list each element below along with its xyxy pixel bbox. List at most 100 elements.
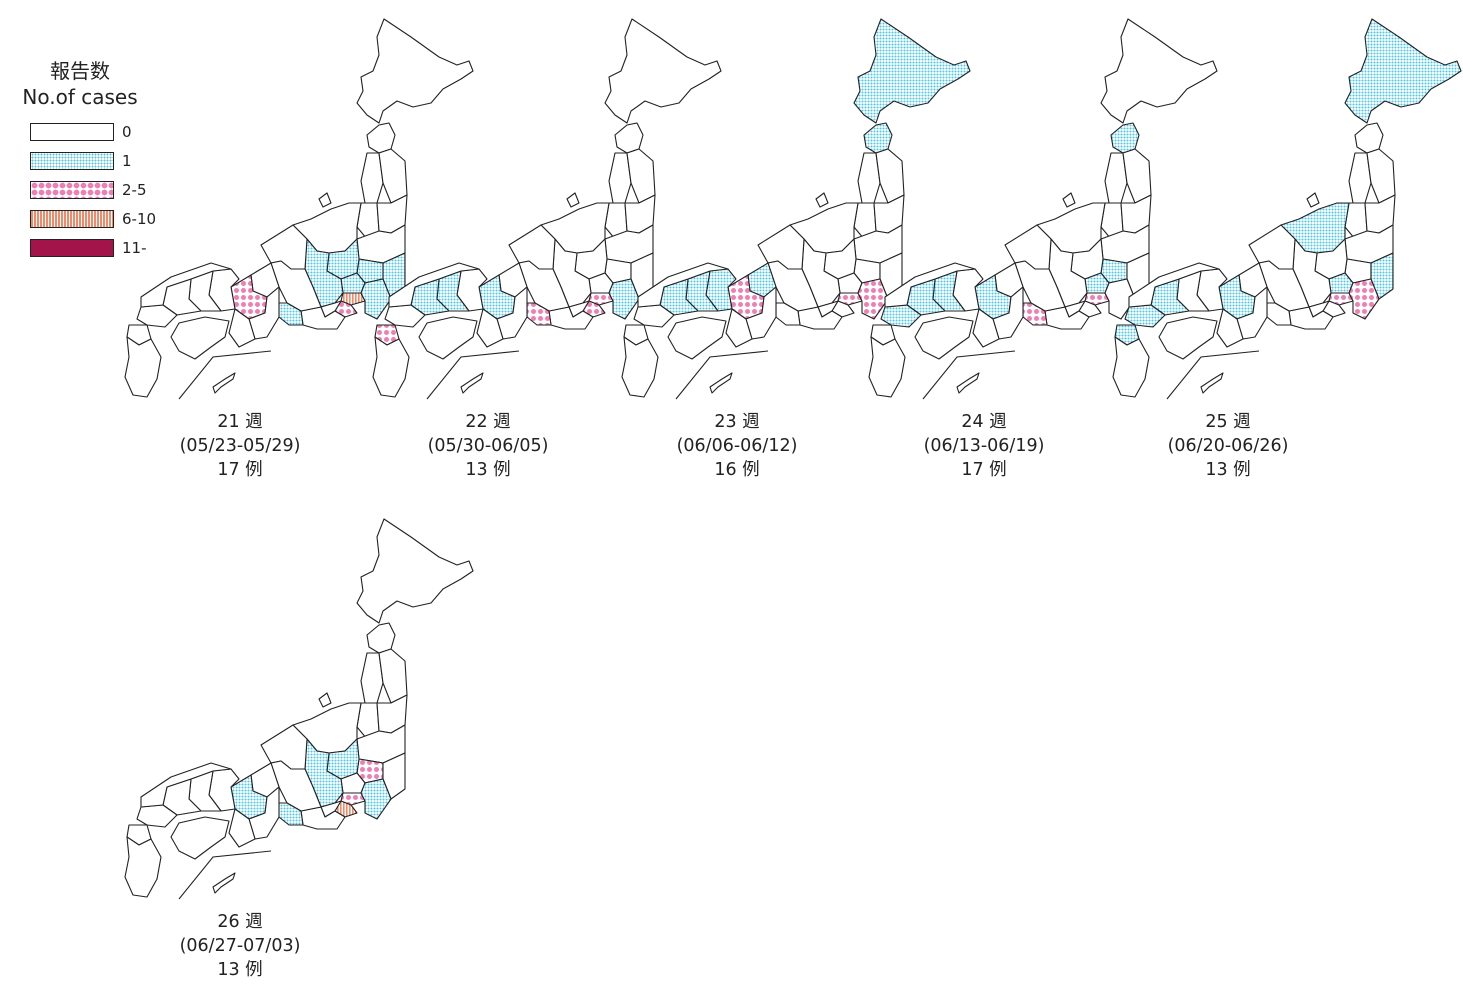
region-iwate xyxy=(378,648,408,704)
region-tokyo_area xyxy=(1084,292,1110,306)
region-okinawa xyxy=(460,372,484,394)
region-shizuoka xyxy=(300,806,346,830)
japan-map-24 xyxy=(868,18,1218,400)
case-count: 13 例 xyxy=(1205,460,1251,480)
week-label: 23 週 xyxy=(714,412,760,432)
legend-swatch-4 xyxy=(30,239,114,257)
region-hokuriku xyxy=(757,224,805,270)
region-okinawa xyxy=(212,372,236,394)
region-iwate xyxy=(1366,148,1396,204)
week-label: 21 週 xyxy=(217,412,263,432)
legend-swatch-1 xyxy=(30,152,114,170)
region-shizuoka xyxy=(548,306,594,330)
region-shikoku xyxy=(667,316,727,360)
case-count: 13 例 xyxy=(217,960,263,980)
region-shizuoka xyxy=(1288,306,1334,330)
map-panel-26: 26 週 (06/27-07/03) 13 例 xyxy=(115,505,474,995)
region-ibaraki xyxy=(1370,252,1394,300)
inset-divider xyxy=(1166,350,1260,400)
inset-divider xyxy=(922,350,1016,400)
map-caption-24: 24 週 (06/13-06/19) 17 例 xyxy=(859,410,1109,482)
map-caption-25: 25 週 (06/20-06/26) 13 例 xyxy=(1103,410,1353,482)
region-tokyo_area xyxy=(1328,292,1354,306)
week-label: 24 週 xyxy=(961,412,1007,432)
inset-divider xyxy=(675,350,769,400)
japan-map-23 xyxy=(621,18,971,400)
region-shizuoka xyxy=(797,306,843,330)
region-hokkaido xyxy=(356,18,474,124)
region-hokkaido xyxy=(1344,18,1462,124)
region-shikoku xyxy=(170,316,230,360)
region-kyushu xyxy=(1112,336,1150,398)
region-chiba xyxy=(360,278,392,320)
region-chiba xyxy=(1104,278,1136,320)
region-ibaraki xyxy=(382,752,406,800)
region-okinawa xyxy=(1200,372,1224,394)
region-wakayama xyxy=(228,308,256,348)
region-sado xyxy=(318,692,332,708)
region-tokyo_area xyxy=(340,792,366,806)
japan-map-22 xyxy=(372,18,722,400)
map-panel-24: 24 週 (06/13-06/19) 17 例 xyxy=(859,5,1218,495)
legend-item-1: 1 xyxy=(30,151,132,171)
map-caption-23: 23 週 (06/06-06/12) 16 例 xyxy=(612,410,862,482)
japan-map-21 xyxy=(124,18,474,400)
map-panel-22: 22 週 (05/30-06/05) 13 例 xyxy=(363,5,722,495)
region-kyushu xyxy=(124,836,162,898)
region-hokuriku xyxy=(508,224,556,270)
region-hokuriku xyxy=(1248,224,1296,270)
map-caption-21: 21 週 (05/23-05/29) 17 例 xyxy=(115,410,365,482)
map-panel-21: 21 週 (05/23-05/29) 17 例 xyxy=(115,5,474,495)
region-gifu xyxy=(518,260,570,312)
region-gifu xyxy=(1258,260,1310,312)
region-kyushu xyxy=(621,336,659,398)
legend-item-3: 6-10 xyxy=(30,209,156,229)
date-range: (06/06-06/12) xyxy=(676,436,798,456)
region-okinawa xyxy=(709,372,733,394)
region-tottori_shimane xyxy=(388,262,480,308)
region-chiba xyxy=(1348,278,1380,320)
legend-item-2: 2-5 xyxy=(30,180,147,200)
region-hokkaido xyxy=(604,18,722,124)
region-okinawa xyxy=(956,372,980,394)
region-hokkaido xyxy=(853,18,971,124)
region-chiba xyxy=(857,278,889,320)
region-gifu xyxy=(270,260,322,312)
region-wakayama xyxy=(1216,308,1244,348)
map-panel-25: 25 週 (06/20-06/26) 13 例 xyxy=(1103,5,1462,495)
region-chiba xyxy=(608,278,640,320)
case-count: 16 例 xyxy=(714,460,760,480)
legend-title-ja: 報告数 xyxy=(50,59,110,83)
region-kyushu xyxy=(868,336,906,398)
inset-divider xyxy=(426,350,520,400)
legend-item-4: 11- xyxy=(30,238,147,258)
case-count: 13 例 xyxy=(465,460,511,480)
region-hokkaido xyxy=(356,518,474,624)
legend-label-0: 0 xyxy=(122,123,132,141)
japan-map-26 xyxy=(124,518,474,900)
japan-map-25 xyxy=(1112,18,1462,400)
region-tokyo_area xyxy=(340,292,366,306)
region-tottori_shimane xyxy=(140,762,232,808)
region-tottori_shimane xyxy=(884,262,976,308)
region-shikoku xyxy=(170,816,230,860)
region-shikoku xyxy=(418,316,478,360)
region-tokyo_area xyxy=(588,292,614,306)
region-hokuriku xyxy=(260,724,308,770)
region-sado xyxy=(815,192,829,208)
region-shikoku xyxy=(1158,316,1218,360)
legend: 報告数 No.of cases 0 1 2-5 6-10 11- xyxy=(0,58,170,257)
week-label: 25 週 xyxy=(1205,412,1251,432)
case-count: 17 例 xyxy=(217,460,263,480)
legend-title-en: No.of cases xyxy=(22,85,138,109)
region-sado xyxy=(1306,192,1320,208)
map-caption-26: 26 週 (06/27-07/03) 13 例 xyxy=(115,910,365,982)
date-range: (05/23-05/29) xyxy=(179,436,301,456)
case-count: 17 例 xyxy=(961,460,1007,480)
region-wakayama xyxy=(725,308,753,348)
region-tottori_shimane xyxy=(637,262,729,308)
inset-divider xyxy=(178,850,272,900)
region-sado xyxy=(566,192,580,208)
legend-label-1: 1 xyxy=(122,152,132,170)
region-sado xyxy=(318,192,332,208)
